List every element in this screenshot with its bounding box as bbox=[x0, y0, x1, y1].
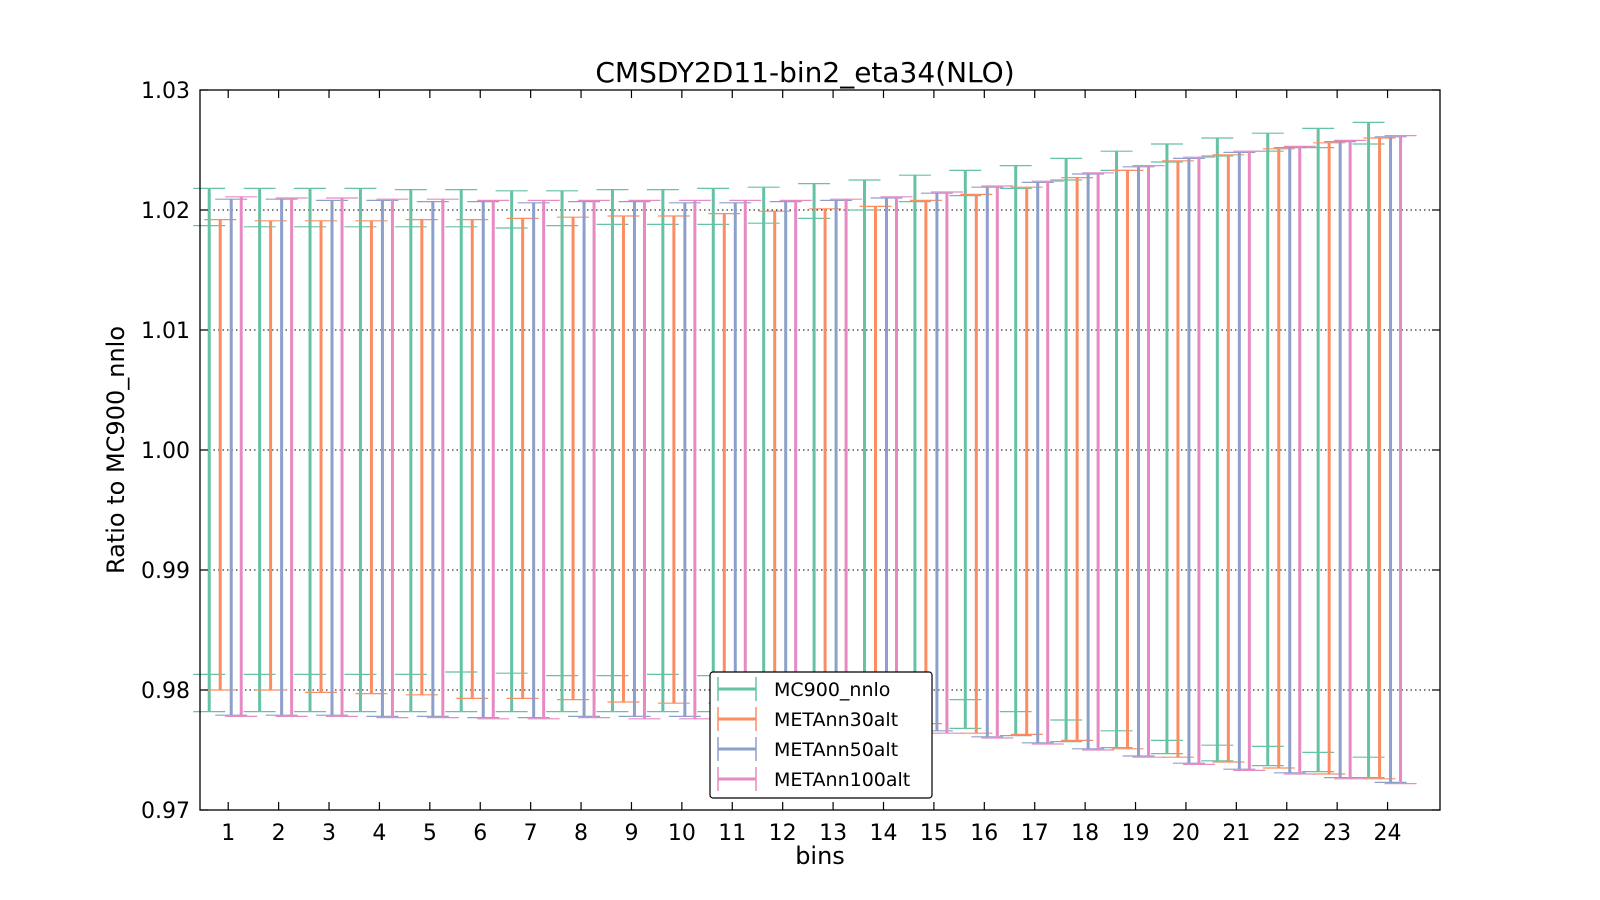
x-tick-label: 6 bbox=[473, 821, 487, 846]
x-tick-label: 15 bbox=[920, 821, 948, 846]
series-MC900_nnlo bbox=[193, 121, 1385, 779]
x-tick-label: 19 bbox=[1122, 821, 1150, 846]
grid-lines bbox=[200, 209, 1440, 691]
x-tick-label: 24 bbox=[1374, 821, 1402, 846]
x-tick-label: 2 bbox=[272, 821, 286, 846]
x-tick-label: 11 bbox=[718, 821, 746, 846]
x-tick-label: 16 bbox=[970, 821, 998, 846]
x-tick-label: 13 bbox=[819, 821, 847, 846]
x-tick-label: 14 bbox=[869, 821, 897, 846]
axis-ticks: 0.970.980.991.001.011.021.031 2 3 4 5 6 7 8 9 10 1… bbox=[141, 79, 1440, 846]
x-tick-label: 17 bbox=[1021, 821, 1049, 846]
y-tick-label: 1.03 bbox=[141, 79, 190, 104]
y-tick-label: 0.97 bbox=[141, 799, 190, 824]
series-METAnn50alt bbox=[215, 136, 1407, 784]
x-tick-label: 18 bbox=[1071, 821, 1099, 846]
legend-entry-MC900_nnlo: MC900_nnlo bbox=[717, 677, 890, 701]
x-tick-label: 22 bbox=[1273, 821, 1301, 846]
x-tick-label: 1 bbox=[221, 821, 235, 846]
y-tick-label: 1.00 bbox=[141, 439, 190, 464]
x-tick-label: 8 bbox=[574, 821, 588, 846]
legend: MC900_nnlo METAnn30alt METAnn50alt METAnn10… bbox=[709, 671, 933, 799]
x-axis-label: bins bbox=[795, 842, 845, 870]
x-tick-label: 10 bbox=[668, 821, 696, 846]
y-tick-label: 1.02 bbox=[141, 199, 190, 224]
legend-label: METAnn50alt bbox=[774, 739, 898, 761]
legend-entry-METAnn100alt: METAnn100alt bbox=[717, 767, 910, 791]
legend-entry-METAnn50alt: METAnn50alt bbox=[717, 737, 898, 761]
x-tick-label: 12 bbox=[769, 821, 797, 846]
legend-label: METAnn100alt bbox=[774, 769, 910, 791]
y-tick-label: 0.99 bbox=[141, 559, 190, 584]
legend-frame bbox=[709, 671, 933, 799]
legend-entry-METAnn30alt: METAnn30alt bbox=[717, 707, 898, 731]
series-METAnn100alt bbox=[225, 135, 1417, 785]
error-bars bbox=[193, 121, 1417, 785]
x-tick-label: 20 bbox=[1172, 821, 1200, 846]
x-tick-label: 21 bbox=[1222, 821, 1250, 846]
y-tick-label: 0.98 bbox=[141, 679, 190, 704]
x-tick-label: 9 bbox=[624, 821, 638, 846]
x-tick-label: 23 bbox=[1323, 821, 1351, 846]
y-axis-label: Ratio to MC900_nnlo bbox=[102, 326, 130, 574]
x-tick-label: 7 bbox=[524, 821, 538, 846]
y-tick-label: 1.01 bbox=[141, 319, 190, 344]
x-tick-label: 5 bbox=[423, 821, 437, 846]
x-tick-label: 3 bbox=[322, 821, 336, 846]
legend-label: METAnn30alt bbox=[774, 709, 898, 731]
x-tick-label: 4 bbox=[372, 821, 386, 846]
chart-title: CMSDY2D11-bin2_eta34(NLO) bbox=[595, 56, 1014, 89]
legend-label: MC900_nnlo bbox=[774, 679, 890, 701]
